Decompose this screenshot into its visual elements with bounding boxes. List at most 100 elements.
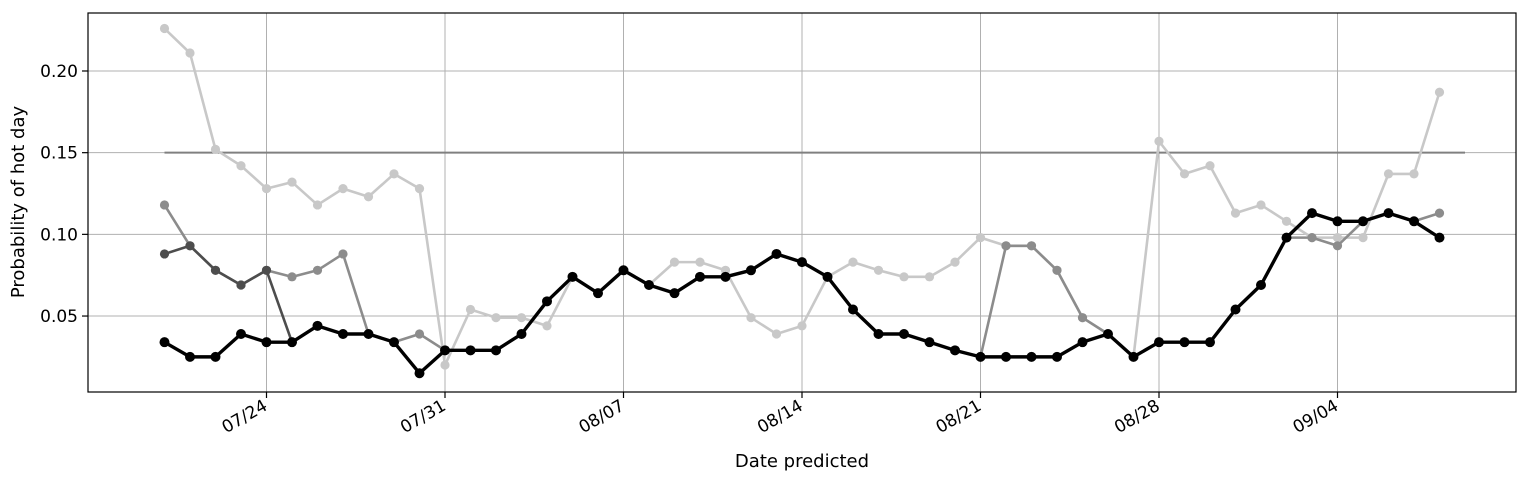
data-point	[1179, 169, 1190, 179]
data-point	[312, 200, 323, 210]
data-point	[516, 329, 527, 340]
data-point	[185, 241, 195, 251]
data-point	[1103, 329, 1113, 340]
data-point	[210, 351, 221, 362]
data-point	[440, 360, 450, 370]
data-point	[1205, 337, 1215, 348]
data-point	[695, 257, 705, 267]
data-point	[287, 177, 297, 187]
data-point	[1077, 313, 1088, 323]
data-point	[389, 337, 399, 348]
data-point	[1434, 208, 1445, 218]
data-point	[1434, 232, 1445, 243]
data-point	[491, 345, 501, 356]
data-point	[975, 233, 986, 243]
x-axis-label: Date predicted	[735, 451, 869, 472]
data-point	[669, 288, 680, 299]
data-point	[236, 329, 246, 340]
data-point	[1256, 280, 1266, 290]
data-point	[848, 257, 858, 267]
data-point	[1052, 265, 1062, 275]
data-point	[185, 351, 195, 362]
data-point	[465, 345, 476, 356]
data-point	[312, 265, 323, 275]
data-point	[695, 271, 705, 282]
data-point	[1332, 216, 1343, 227]
data-point	[1205, 161, 1215, 171]
series-group	[159, 23, 1445, 379]
data-point	[899, 272, 909, 282]
data-point	[1307, 208, 1317, 219]
data-point	[1154, 337, 1164, 348]
data-point	[1409, 216, 1419, 227]
data-point	[338, 249, 348, 259]
data-point	[1001, 351, 1011, 362]
data-point	[771, 329, 782, 339]
data-point	[542, 296, 552, 307]
data-point	[924, 337, 935, 348]
data-point	[1358, 216, 1368, 227]
data-point	[210, 144, 221, 155]
data-point	[516, 313, 527, 323]
data-point	[1128, 351, 1139, 362]
data-point	[848, 304, 858, 315]
y-tick-label: 0.10	[40, 225, 78, 245]
data-point	[1383, 208, 1394, 219]
data-point	[669, 257, 680, 267]
data-point	[771, 248, 782, 259]
data-point	[1077, 337, 1088, 348]
data-point	[312, 320, 323, 331]
data-point	[1179, 337, 1190, 348]
y-tick-label: 0.05	[40, 307, 78, 327]
data-point	[1026, 241, 1037, 251]
data-point	[1230, 208, 1241, 218]
data-point	[287, 337, 297, 348]
data-point	[1383, 169, 1394, 179]
data-point	[236, 161, 246, 171]
data-point	[1409, 169, 1419, 179]
data-point	[746, 313, 756, 323]
data-point	[159, 337, 170, 348]
data-point	[924, 272, 935, 282]
data-point	[720, 271, 731, 282]
data-point	[210, 265, 221, 275]
data-point	[1434, 87, 1445, 97]
data-point	[1001, 241, 1011, 251]
data-point	[1332, 233, 1343, 243]
data-point	[873, 265, 884, 275]
data-point	[414, 329, 425, 339]
data-point	[746, 265, 756, 276]
data-point	[1256, 200, 1266, 210]
data-point	[236, 280, 246, 290]
data-point	[465, 304, 476, 315]
data-point	[338, 329, 348, 340]
data-point	[1358, 233, 1368, 243]
data-point	[797, 257, 807, 268]
data-point	[618, 265, 629, 276]
y-axis-label: Probability of hot day	[8, 106, 29, 299]
data-point	[363, 329, 374, 340]
data-point	[261, 184, 272, 194]
data-point	[338, 184, 348, 194]
data-point	[1281, 232, 1292, 243]
data-point	[389, 169, 399, 179]
data-point	[363, 192, 374, 202]
data-point	[287, 272, 297, 282]
data-point	[491, 313, 501, 323]
data-point	[1154, 136, 1164, 146]
series-4	[159, 208, 1445, 379]
data-point	[822, 271, 833, 282]
data-point	[975, 351, 986, 362]
data-point	[644, 280, 654, 290]
y-tick-label: 0.15	[40, 144, 78, 164]
data-point	[1307, 233, 1317, 243]
data-point	[1332, 241, 1343, 251]
data-point	[950, 345, 960, 356]
data-point	[261, 265, 272, 275]
data-point	[797, 321, 807, 331]
data-point	[950, 257, 960, 267]
data-point	[261, 337, 272, 348]
data-point	[873, 329, 884, 340]
y-tick-label: 0.20	[40, 62, 78, 82]
